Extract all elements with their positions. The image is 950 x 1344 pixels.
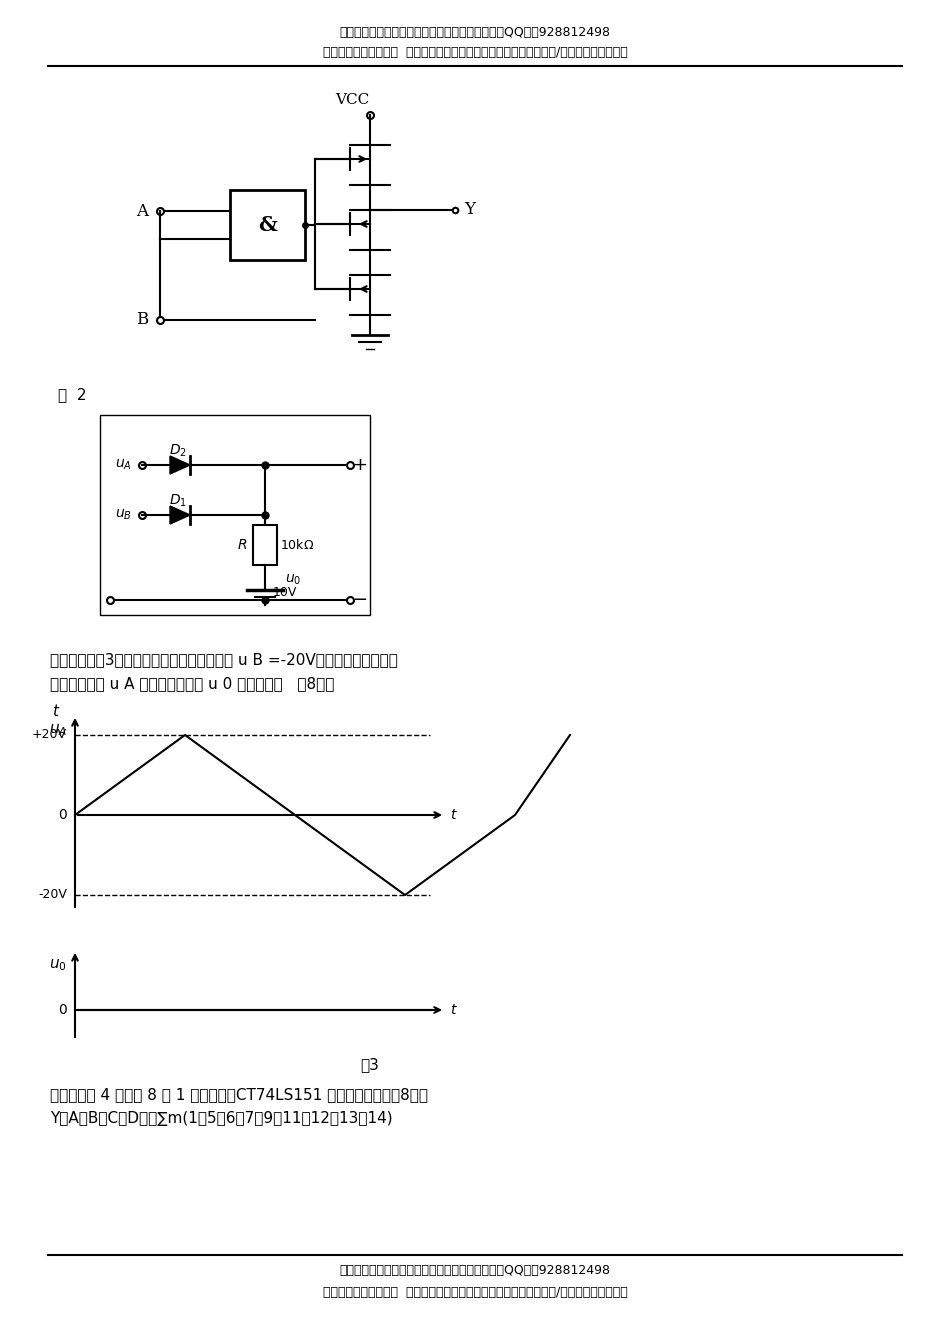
Text: $D_1$: $D_1$ xyxy=(169,493,187,509)
Text: +: + xyxy=(352,456,368,474)
Text: −: − xyxy=(352,591,368,609)
Text: t: t xyxy=(52,704,58,719)
Text: 班级集体复印复习资料  超级便宜！！拒绝高价垄断！！！请各班学委/班长先联系群主哦！: 班级集体复印复习资料 超级便宜！！拒绝高价垄断！！！请各班学委/班长先联系群主哦… xyxy=(323,46,627,59)
Text: 10k$\Omega$: 10k$\Omega$ xyxy=(280,538,314,552)
Polygon shape xyxy=(170,505,190,524)
Polygon shape xyxy=(170,456,190,474)
Bar xyxy=(253,526,277,564)
Text: +20V: +20V xyxy=(32,728,67,742)
Text: 10V: 10V xyxy=(273,586,297,599)
Text: 五、判断如图3所示电路的逻辑功能。若已知 u B =-20V，设二极管为理想二: 五、判断如图3所示电路的逻辑功能。若已知 u B =-20V，设二极管为理想二 xyxy=(50,652,398,668)
Text: Y（A，B，C，D）＝∑m(1，5，6，7，9，11，12，13，14): Y（A，B，C，D）＝∑m(1，5，6，7，9，11，12，13，14) xyxy=(50,1111,392,1126)
Text: u$_A$: u$_A$ xyxy=(115,458,132,472)
Text: 班级集体复印复习资料  超级便宜！！拒绝高价垄断！！！请各班学委/班长先联系群主哦！: 班级集体复印复习资料 超级便宜！！拒绝高价垄断！！！请各班学委/班长先联系群主哦… xyxy=(323,1285,627,1298)
Bar xyxy=(230,190,305,259)
Text: 图3: 图3 xyxy=(361,1058,379,1073)
Text: 图  2: 图 2 xyxy=(58,387,86,402)
Text: u$_0$: u$_0$ xyxy=(49,957,67,973)
Text: 0: 0 xyxy=(58,808,67,823)
Text: $D_2$: $D_2$ xyxy=(169,442,187,460)
Text: 六、用如图 4 所示的 8 选 1 数据选择器CT74LS151 实现下列函数。（8分）: 六、用如图 4 所示的 8 选 1 数据选择器CT74LS151 实现下列函数。… xyxy=(50,1087,428,1102)
Text: R: R xyxy=(238,538,247,552)
Bar xyxy=(100,415,370,616)
Text: 欢迎加入湘潭大学期末考试复习资料库研发工作室QQ群：928812498: 欢迎加入湘潭大学期末考试复习资料库研发工作室QQ群：928812498 xyxy=(339,26,611,39)
Text: A: A xyxy=(136,203,148,219)
Text: u$_B$: u$_B$ xyxy=(115,508,132,523)
Text: &: & xyxy=(258,215,277,235)
Text: VCC: VCC xyxy=(335,93,370,108)
Text: t: t xyxy=(450,808,455,823)
Text: -20V: -20V xyxy=(38,888,67,902)
Text: t: t xyxy=(450,1003,455,1017)
Text: 欢迎加入湘潭大学期末考试复习资料库研发工作室QQ群：928812498: 欢迎加入湘潭大学期末考试复习资料库研发工作室QQ群：928812498 xyxy=(339,1263,611,1277)
Text: B: B xyxy=(136,312,148,328)
Text: 0: 0 xyxy=(58,1003,67,1017)
Text: Y: Y xyxy=(464,202,475,219)
Text: u$_0$: u$_0$ xyxy=(285,573,301,587)
Text: u$_A$: u$_A$ xyxy=(48,722,67,738)
Text: 极管，试根据 u A 输入波形，画出 u 0 的输出波形   （8分）: 极管，试根据 u A 输入波形，画出 u 0 的输出波形 （8分） xyxy=(50,676,334,692)
